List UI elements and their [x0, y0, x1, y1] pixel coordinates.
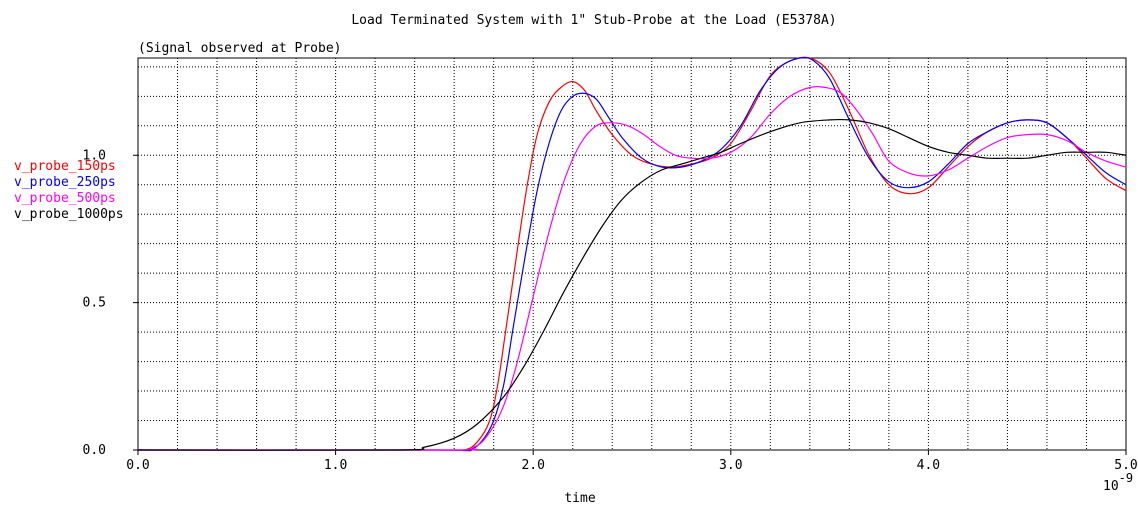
series-line-v-probe-1000ps [137, 118, 1127, 451]
legend: v_probe_150psv_probe_250psv_probe_500psv… [14, 159, 124, 222]
x-tick-label: 1.0 [324, 458, 347, 473]
y-tick-label: 1.0 [83, 148, 106, 163]
legend-entry-v-probe-150ps: v_probe_150ps [14, 159, 116, 174]
x-tick-label: 2.0 [521, 458, 544, 473]
x-tick-label: 5.0 [1114, 458, 1137, 473]
series-line-v-probe-250ps [137, 56, 1127, 452]
x-tick-label: 3.0 [719, 458, 742, 473]
x-exponent-base: 10 [1103, 479, 1119, 494]
x-axis-label: time [564, 491, 595, 506]
series-line-v-probe-150ps [137, 56, 1127, 452]
chart-title: Load Terminated System with 1" Stub-Prob… [351, 13, 836, 28]
tick-labels: 0.0 1.0 2.0 3.0 4.0 5.0 0.0 0.5 1.0 [83, 148, 1138, 473]
series-line-v-probe-500ps [137, 85, 1127, 451]
y-tick-label: 0.0 [83, 443, 106, 458]
x-tick-label: 4.0 [917, 458, 940, 473]
x-tick-label: 0.0 [126, 458, 149, 473]
legend-entry-v-probe-250ps: v_probe_250ps [14, 175, 116, 190]
legend-entry-v-probe-1000ps: v_probe_1000ps [14, 207, 124, 222]
series-group [137, 56, 1127, 452]
chart-subtitle: (Signal observed at Probe) [138, 41, 342, 56]
legend-entry-v-probe-500ps: v_probe_500ps [14, 191, 116, 206]
plot-frame [137, 57, 1127, 451]
y-tick-label: 0.5 [83, 296, 106, 311]
x-axis-exponent: 10-9 [1103, 471, 1133, 494]
grid [138, 58, 1126, 450]
x-exponent-power: -9 [1119, 471, 1133, 485]
